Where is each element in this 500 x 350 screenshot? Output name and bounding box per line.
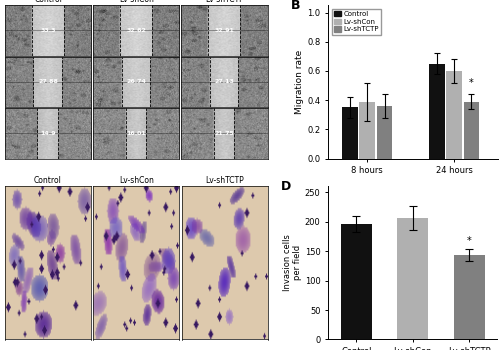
Text: 21.75: 21.75 [214, 131, 234, 136]
Bar [429, 64, 444, 159]
Bar [342, 107, 357, 159]
Text: 32.62: 32.62 [126, 28, 146, 33]
Text: 33.3: 33.3 [40, 28, 56, 33]
Text: *: * [469, 78, 474, 89]
Y-axis label: 0 hour: 0 hour [0, 19, 2, 42]
Text: 14.9: 14.9 [40, 131, 56, 136]
Y-axis label: Migration rate: Migration rate [296, 50, 304, 114]
Title: Lv-shTCTP: Lv-shTCTP [205, 0, 244, 5]
Bar [454, 255, 485, 340]
Bar [446, 71, 462, 159]
Text: 26.74: 26.74 [126, 79, 146, 84]
Title: Control: Control [34, 176, 62, 186]
Title: Lv-shCon: Lv-shCon [119, 0, 154, 5]
Text: 27.13: 27.13 [214, 79, 234, 84]
Title: Control: Control [34, 0, 62, 5]
Y-axis label: 8 hours: 8 hours [0, 69, 2, 95]
Bar [398, 218, 428, 340]
Bar [376, 106, 392, 159]
Title: Lv-shCon: Lv-shCon [119, 176, 154, 186]
Legend: Control, Lv-shCon, Lv-shTCTP: Control, Lv-shCon, Lv-shTCTP [332, 9, 381, 35]
Text: 27.88: 27.88 [38, 79, 58, 84]
Text: *: * [467, 236, 471, 246]
Text: 32.91: 32.91 [214, 28, 234, 33]
Y-axis label: 24 hours: 24 hours [0, 118, 2, 149]
Bar [341, 224, 372, 340]
Text: B: B [291, 0, 300, 12]
Y-axis label: Invasion cells
per field: Invasion cells per field [282, 234, 302, 291]
Title: Lv-shTCTP: Lv-shTCTP [206, 176, 244, 186]
Bar [360, 102, 375, 159]
Bar [464, 102, 479, 159]
Text: D: D [280, 180, 291, 193]
Text: 16.01: 16.01 [126, 131, 146, 136]
